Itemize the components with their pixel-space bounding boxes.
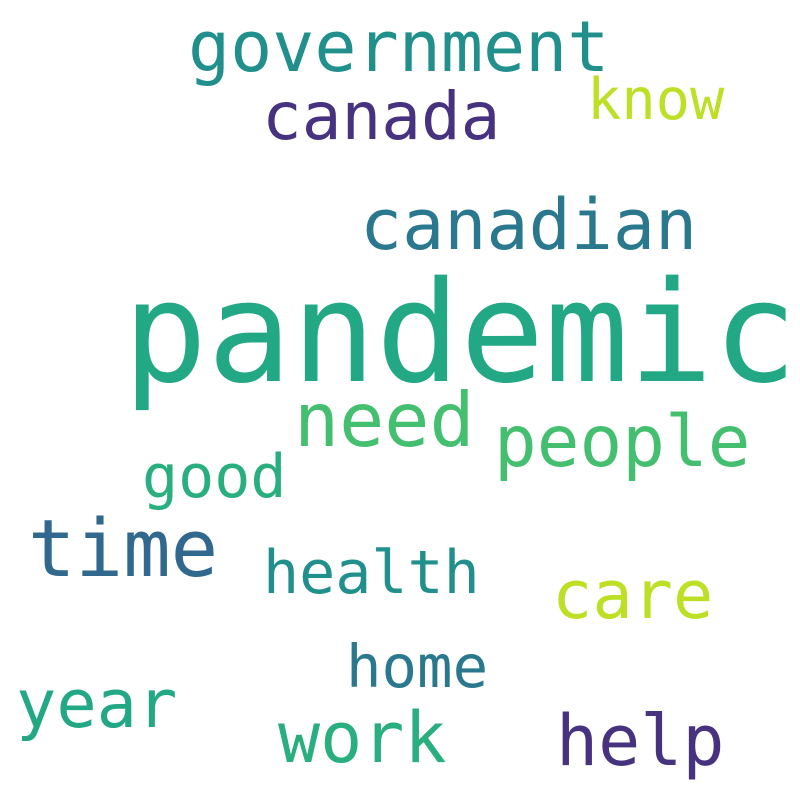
word-canadian: canadian — [360, 184, 698, 266]
word-year: year — [16, 665, 178, 743]
word-know: know — [587, 67, 725, 133]
word-government: government — [188, 6, 610, 88]
word-people: people — [494, 400, 751, 483]
word-need: need — [294, 376, 475, 464]
word-time: time — [28, 503, 219, 595]
word-help: help — [556, 700, 725, 782]
word-canada: canada — [262, 78, 501, 155]
word-home: home — [346, 632, 489, 701]
word-pandemic: pandemic — [123, 252, 798, 415]
word-care: care — [552, 556, 714, 634]
word-health: health — [263, 538, 480, 608]
word-work: work — [278, 697, 447, 779]
word-good: good — [142, 442, 287, 512]
